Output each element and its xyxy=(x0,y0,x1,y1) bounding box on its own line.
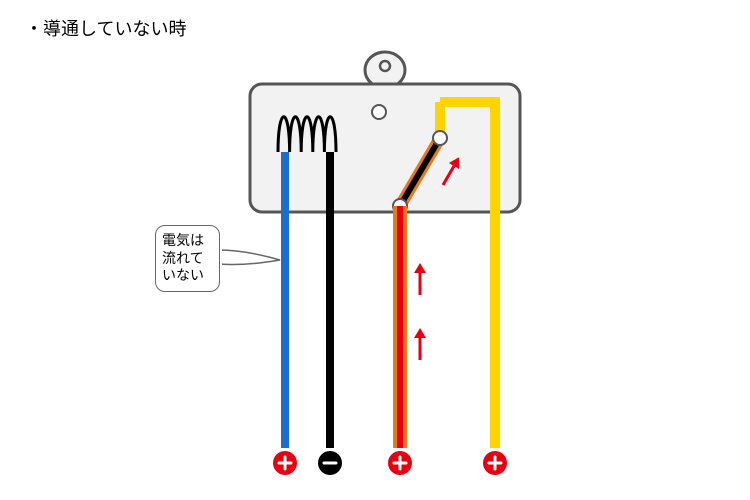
relay-diagram xyxy=(0,0,750,500)
speech-bubble-text: 電気は流れていない xyxy=(162,232,204,283)
speech-bubble: 電気は流れていない xyxy=(155,225,220,292)
